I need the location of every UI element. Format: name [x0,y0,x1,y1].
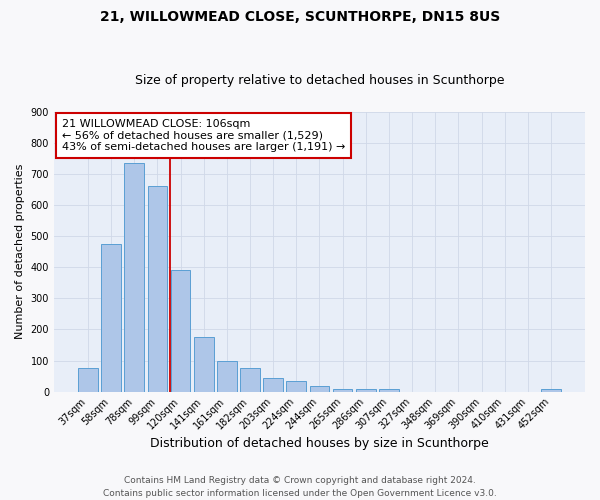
Text: 21, WILLOWMEAD CLOSE, SCUNTHORPE, DN15 8US: 21, WILLOWMEAD CLOSE, SCUNTHORPE, DN15 8… [100,10,500,24]
Bar [148,186,167,392]
Bar [541,389,561,392]
Bar [310,386,329,392]
Bar [333,388,352,392]
Text: Contains HM Land Registry data © Crown copyright and database right 2024.
Contai: Contains HM Land Registry data © Crown c… [103,476,497,498]
Bar [379,389,399,392]
Bar [286,382,306,392]
Bar [240,368,260,392]
Title: Size of property relative to detached houses in Scunthorpe: Size of property relative to detached ho… [135,74,504,87]
Bar [356,388,376,392]
Bar [124,163,144,392]
Bar [217,360,236,392]
Y-axis label: Number of detached properties: Number of detached properties [15,164,25,340]
X-axis label: Distribution of detached houses by size in Scunthorpe: Distribution of detached houses by size … [150,437,489,450]
Bar [170,270,190,392]
Bar [78,368,98,392]
Bar [101,244,121,392]
Bar [263,378,283,392]
Text: 21 WILLOWMEAD CLOSE: 106sqm
← 56% of detached houses are smaller (1,529)
43% of : 21 WILLOWMEAD CLOSE: 106sqm ← 56% of det… [62,119,345,152]
Bar [194,337,214,392]
